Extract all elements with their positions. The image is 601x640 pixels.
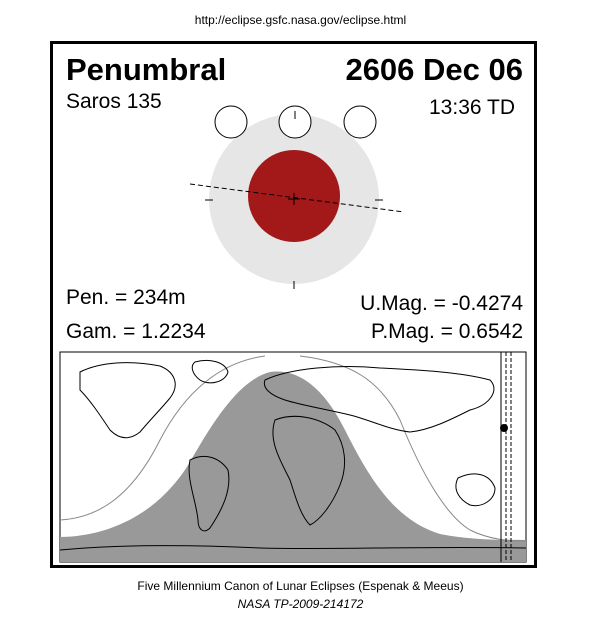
greatest-eclipse-point [500,424,508,432]
eclipse-frame [50,41,537,568]
penumbral-limit-west [59,355,266,521]
saros-number: Saros 135 [66,90,162,113]
world-map [59,351,527,563]
greenland [191,359,229,384]
africa [272,415,346,526]
moon-greatest [278,105,312,139]
moon-first-contact [214,105,248,139]
footer-citation: Five Millennium Canon of Lunar Eclipses … [137,579,464,593]
umbral-magnitude: U.Mag. = -0.4274 [360,292,523,315]
north-america [79,362,176,439]
eclipse-not-visible-region [60,371,526,562]
footer-publication: NASA TP-2009-214172 [237,597,364,611]
penumbral-magnitude: P.Mag. = 0.6542 [371,320,523,343]
gamma-value: Gam. = 1.2234 [66,320,206,343]
south-america [188,455,230,532]
source-url: http://eclipse.gsfc.nasa.gov/eclipse.htm… [194,13,407,27]
moon-path [189,183,405,213]
eclipse-time: 13:36 TD [429,96,515,119]
europe-asia [263,366,495,433]
eclipse-type: Penumbral [66,52,227,87]
eclipse-date: 2606 Dec 06 [345,52,523,87]
penumbral-limit-east [299,355,527,542]
penumbral-duration: Pen. = 234m [66,286,186,309]
antarctica [59,545,527,551]
moon-last-contact [343,105,377,139]
australia [455,473,496,507]
